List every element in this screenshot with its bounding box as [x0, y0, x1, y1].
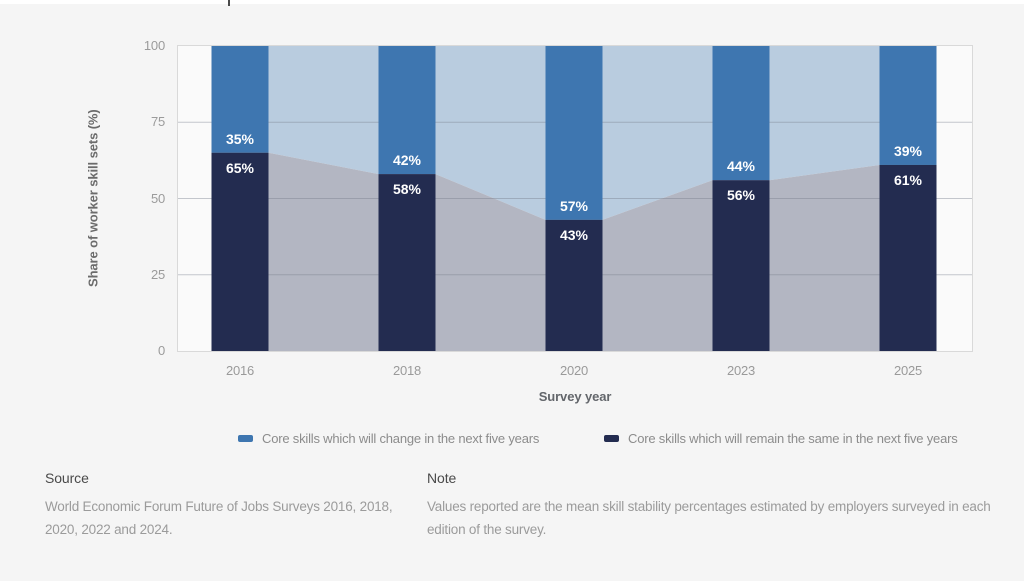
bar-segment-change-2018 [378, 46, 436, 175]
note-text: Values reported are the mean skill stabi… [427, 499, 991, 537]
value-label-change-2025: 39% [894, 143, 923, 159]
value-label-same-2025: 61% [894, 172, 923, 188]
value-label-same-2018: 58% [393, 181, 422, 197]
source-block: Source World Economic Forum Future of Jo… [45, 470, 410, 541]
bar-segment-change-2025 [879, 46, 937, 165]
top-white-strip [0, 0, 1024, 4]
value-label-change-2016: 35% [226, 131, 255, 147]
x-axis-title: Survey year [538, 389, 612, 404]
plot-area: 35% 65% 42% 58% 57% 43% 44% 56% 39% 61% [177, 45, 973, 352]
x-tick-2023: 2023 [726, 363, 756, 378]
x-tick-2020: 2020 [559, 363, 589, 378]
value-label-change-2020: 57% [560, 198, 589, 214]
source-text: World Economic Forum Future of Jobs Surv… [45, 499, 393, 537]
legend-label-same: Core skills which will remain the same i… [628, 431, 958, 446]
bar-segment-same-2016 [211, 152, 269, 351]
bar-segment-same-2020 [545, 219, 603, 351]
bar-segment-same-2025 [879, 164, 937, 351]
x-tick-2025: 2025 [893, 363, 923, 378]
value-label-same-2016: 65% [226, 160, 255, 176]
legend-item-change: Core skills which will change in the nex… [238, 431, 539, 446]
y-tick-25: 25 [150, 266, 165, 282]
bar-segment-change-2023 [712, 46, 770, 181]
y-tick-0: 0 [157, 343, 165, 358]
top-cursor-tick [228, 0, 230, 6]
value-label-same-2020: 43% [560, 227, 589, 243]
stacked-bar-area-chart: 35% 65% 42% 58% 57% 43% 44% 56% 39% 61% [178, 46, 972, 351]
x-tick-2018: 2018 [392, 363, 422, 378]
value-label-change-2023: 44% [727, 158, 756, 174]
figure-canvas: Share of worker skill sets (%) 0 25 50 75 10… [0, 4, 1024, 581]
legend-swatch-same [604, 435, 619, 442]
value-label-same-2023: 56% [727, 187, 756, 203]
source-heading: Source [45, 470, 89, 486]
bar-segment-same-2018 [378, 174, 436, 351]
bar-segment-same-2023 [712, 180, 770, 351]
legend-label-change: Core skills which will change in the nex… [262, 431, 540, 446]
note-block: Note Values reported are the mean skill … [427, 470, 997, 541]
y-tick-50: 50 [150, 190, 165, 206]
y-tick-75: 75 [150, 114, 165, 130]
note-heading: Note [427, 470, 457, 486]
y-tick-100: 100 [143, 38, 165, 53]
legend-item-same: Core skills which will remain the same i… [604, 431, 958, 446]
x-tick-2016: 2016 [225, 363, 255, 378]
bar-segment-change-2020 [545, 46, 603, 220]
bar-segment-change-2016 [211, 46, 269, 153]
value-label-change-2018: 42% [393, 152, 422, 168]
legend-swatch-change [238, 435, 253, 442]
